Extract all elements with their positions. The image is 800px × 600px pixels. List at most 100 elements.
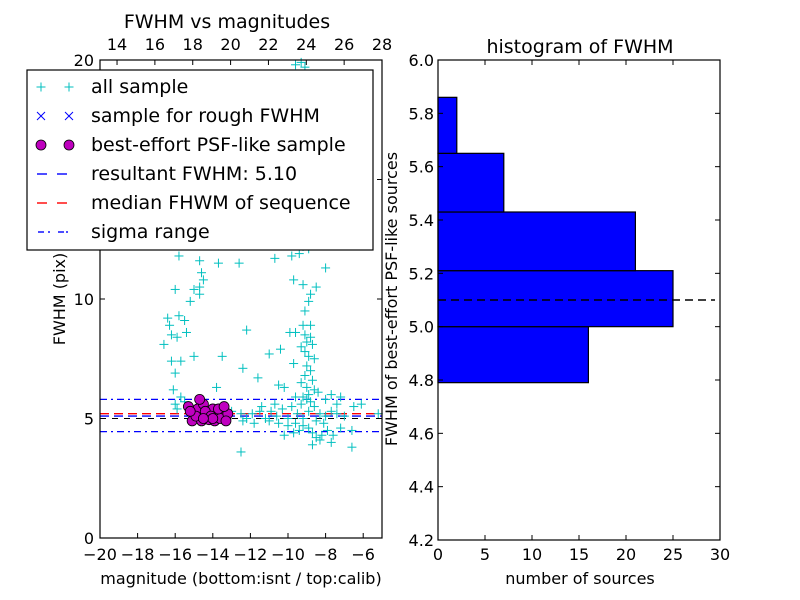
all-sample-point <box>270 253 280 263</box>
all-sample-point <box>264 349 274 359</box>
histogram-xlabel: number of sources <box>505 569 655 588</box>
all-sample-point <box>255 406 265 416</box>
x-tick-label: 30 <box>710 545 730 564</box>
all-sample-point <box>302 382 312 392</box>
x-tick-label: −12 <box>234 545 268 564</box>
all-sample-point <box>296 399 306 409</box>
legend-item: best-effort PSF-like sample <box>35 134 346 156</box>
all-sample-point <box>322 425 332 435</box>
all-sample-point <box>339 411 349 421</box>
all-sample-point <box>326 390 336 400</box>
x-tick-label: 15 <box>569 545 589 564</box>
all-sample-point <box>291 418 301 428</box>
all-sample-point <box>289 428 299 438</box>
legend-label: all sample <box>91 76 188 98</box>
all-sample-point <box>313 387 323 397</box>
all-sample-point <box>306 366 316 376</box>
all-sample-point <box>296 342 306 352</box>
all-sample-point <box>304 423 314 433</box>
all-sample-point <box>304 351 314 361</box>
y-tick-label: 4.2 <box>409 531 434 550</box>
y-tick-label: 5.0 <box>409 318 434 337</box>
all-sample-point <box>298 320 308 330</box>
all-sample-point <box>373 409 383 419</box>
all-sample-point <box>270 399 280 409</box>
histogram-bar <box>437 326 589 384</box>
histogram-ticks: 0 5 10 15 20 25 30 4.2 4.4 4.6 4.8 5.0 5.2 5.4 5.6 5.8 6… <box>409 51 731 564</box>
all-sample-point <box>279 382 289 392</box>
y-tick-label: 5.6 <box>409 158 434 177</box>
all-sample-point <box>257 402 267 412</box>
all-sample-point <box>298 392 308 402</box>
all-sample-point <box>294 425 304 435</box>
all-sample-point <box>336 423 346 433</box>
y-tick-label: 5.4 <box>409 211 434 230</box>
psf-sample-point <box>194 393 206 405</box>
x-tick-label: 0 <box>433 545 443 564</box>
all-sample-point <box>356 399 366 409</box>
all-sample-point <box>195 256 205 266</box>
all-sample-point <box>289 275 299 285</box>
all-sample-point <box>287 402 297 412</box>
x-tick-label: −8 <box>314 545 338 564</box>
all-sample-point <box>253 373 263 383</box>
all-sample-point <box>174 251 184 261</box>
all-sample-point <box>163 313 173 323</box>
all-sample-point <box>212 382 222 392</box>
all-sample-point <box>242 414 252 423</box>
y-tick-label: 5 <box>84 410 94 429</box>
all-sample-point <box>189 284 199 294</box>
all-sample-point <box>172 332 182 342</box>
all-sample-point <box>264 416 274 426</box>
top-x-tick-label: 26 <box>334 35 354 54</box>
all-sample-point <box>277 404 287 414</box>
all-sample-point <box>309 385 319 395</box>
all-sample-point <box>332 409 342 419</box>
all-sample-point <box>321 263 331 273</box>
legend-item: median FHWM of sequence <box>37 192 351 214</box>
psf-sample-point <box>218 401 230 412</box>
x-tick-label: 20 <box>616 545 636 564</box>
legend-item: sigma range <box>38 221 210 243</box>
x-tick-label: −18 <box>121 545 155 564</box>
scatter-title: FWHM vs magnitudes <box>124 11 330 33</box>
all-sample-point <box>309 402 319 412</box>
all-sample-point <box>170 399 180 409</box>
x-tick-label: −6 <box>351 545 375 564</box>
all-sample-point <box>311 433 321 443</box>
all-sample-point <box>170 284 180 294</box>
x-tick-label: −20 <box>83 545 117 564</box>
all-sample-point <box>304 296 314 306</box>
all-sample-point <box>328 430 338 440</box>
top-x-tick-label: 16 <box>145 35 165 54</box>
all-sample-point <box>306 397 316 407</box>
all-sample-point <box>292 409 302 419</box>
x-tick-label: 5 <box>480 545 490 564</box>
histogram-bars <box>437 96 674 384</box>
top-x-tick-label: 22 <box>258 35 278 54</box>
all-sample-point <box>274 418 284 428</box>
all-sample-point <box>307 428 317 438</box>
all-sample-point <box>238 416 248 426</box>
all-sample-point <box>300 370 310 380</box>
legend-label: resultant FWHM: 5.10 <box>91 163 297 185</box>
all-sample-point <box>296 378 306 388</box>
all-sample-point <box>172 404 182 414</box>
all-sample-point <box>309 354 319 364</box>
histogram-axes: 0 5 10 15 20 25 30 4.2 4.4 4.6 4.8 5.0 5.2 5.4 5.6 5.8 6… <box>382 36 730 588</box>
all-sample-point <box>347 425 357 435</box>
all-sample-point <box>236 409 246 419</box>
psf-sample-point <box>197 413 209 424</box>
y-tick-label: 20 <box>74 51 94 70</box>
all-sample-point <box>247 409 257 419</box>
all-sample-point <box>195 289 205 299</box>
all-sample-point <box>304 390 314 400</box>
all-sample-point <box>217 351 227 361</box>
top-x-tick-label: 24 <box>296 35 316 54</box>
y-tick-label: 0 <box>84 529 94 548</box>
y-tick-label: 6.0 <box>409 51 434 70</box>
all-sample-point <box>287 251 297 261</box>
all-sample-point <box>298 421 308 431</box>
all-sample-point <box>197 268 207 278</box>
